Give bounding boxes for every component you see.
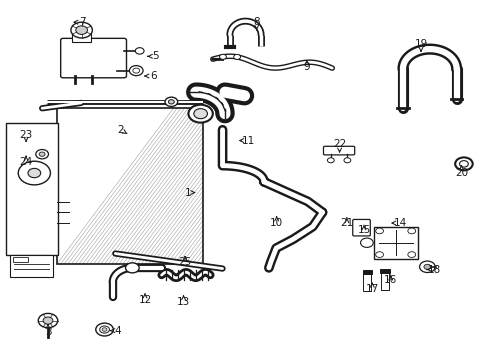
FancyBboxPatch shape [61, 39, 126, 78]
Text: 5: 5 [152, 51, 159, 61]
Text: 25: 25 [178, 257, 191, 267]
Text: 17: 17 [365, 284, 378, 294]
Text: 2: 2 [117, 125, 123, 135]
Text: 21: 21 [340, 218, 353, 228]
Circle shape [423, 264, 430, 269]
Circle shape [39, 152, 45, 156]
Text: 9: 9 [303, 62, 309, 72]
Text: 20: 20 [454, 168, 467, 178]
Bar [379, 269, 389, 273]
Circle shape [135, 48, 144, 54]
Text: 6: 6 [150, 71, 156, 81]
Circle shape [360, 238, 372, 247]
Circle shape [407, 228, 415, 234]
FancyBboxPatch shape [352, 220, 369, 236]
Circle shape [133, 68, 140, 73]
Bar [362, 270, 371, 274]
Circle shape [43, 317, 53, 324]
Text: 16: 16 [384, 275, 397, 285]
Circle shape [76, 26, 87, 35]
Bar [57, 108, 203, 264]
Circle shape [168, 100, 174, 104]
Circle shape [28, 168, 41, 178]
Circle shape [193, 109, 207, 119]
Circle shape [375, 228, 383, 234]
Circle shape [129, 66, 143, 76]
Circle shape [100, 326, 109, 333]
Text: 18: 18 [427, 265, 440, 275]
Text: 11: 11 [241, 136, 255, 145]
Text: 4: 4 [114, 325, 121, 336]
Circle shape [454, 157, 472, 170]
Text: 7: 7 [79, 17, 86, 27]
Text: 24: 24 [20, 157, 33, 167]
Bar [373, 226, 417, 259]
Circle shape [71, 22, 92, 38]
Text: 12: 12 [138, 295, 151, 305]
Circle shape [125, 263, 139, 273]
Text: 22: 22 [332, 139, 346, 149]
Text: 8: 8 [253, 17, 260, 27]
Circle shape [38, 314, 58, 328]
Bar [380, 273, 388, 290]
Bar [10, 255, 53, 277]
Circle shape [188, 105, 212, 123]
Text: 13: 13 [177, 297, 190, 307]
Circle shape [343, 158, 350, 163]
Circle shape [375, 252, 383, 257]
Bar [72, 33, 91, 42]
Bar [13, 257, 27, 262]
Circle shape [18, 161, 50, 185]
Text: 3: 3 [44, 327, 51, 337]
Circle shape [102, 328, 107, 331]
Circle shape [327, 158, 333, 163]
Text: 10: 10 [269, 218, 283, 228]
Bar [5, 123, 58, 255]
Bar [363, 274, 370, 291]
Circle shape [36, 149, 48, 159]
FancyBboxPatch shape [323, 146, 354, 155]
Circle shape [233, 54, 240, 59]
Text: 23: 23 [20, 130, 33, 140]
Circle shape [164, 97, 177, 107]
Circle shape [407, 252, 415, 257]
Text: 19: 19 [413, 39, 427, 49]
Text: 15: 15 [357, 225, 370, 235]
Circle shape [459, 161, 468, 167]
Text: 14: 14 [393, 218, 407, 228]
Circle shape [219, 54, 226, 59]
Text: 1: 1 [185, 188, 191, 198]
Circle shape [419, 261, 434, 273]
Circle shape [96, 323, 113, 336]
